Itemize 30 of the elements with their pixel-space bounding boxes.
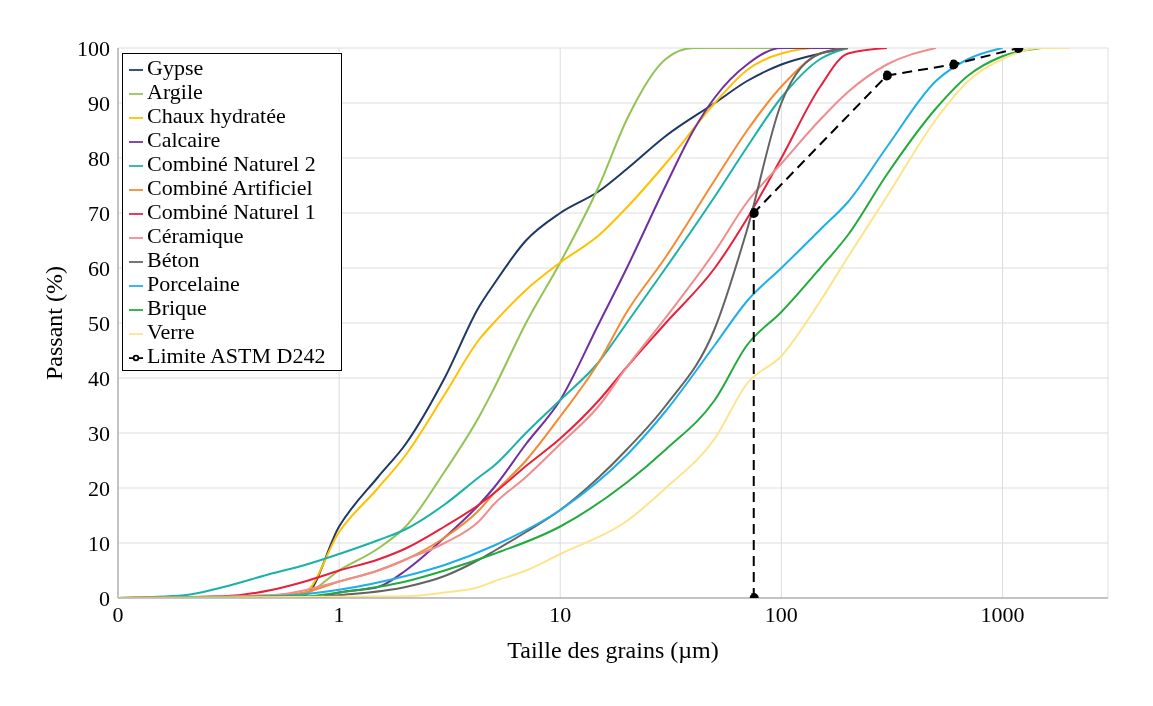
x-tick-label: 1 xyxy=(333,601,345,627)
legend-label: Porcelaine xyxy=(147,271,240,296)
legend-label: Combiné Artificiel xyxy=(147,175,313,200)
y-tick-label: 10 xyxy=(88,530,110,556)
y-tick-label: 50 xyxy=(88,310,110,336)
y-tick-label: 100 xyxy=(77,35,110,61)
x-tick-label: 100 xyxy=(764,601,798,627)
legend-label: Combiné Naturel 1 xyxy=(147,199,316,224)
x-tick-label: 10 xyxy=(549,601,572,627)
y-tick-label: 40 xyxy=(88,365,110,391)
legend-label: Argile xyxy=(147,79,203,104)
x-tick-label: 1000 xyxy=(980,601,1025,627)
legend-label: Céramique xyxy=(147,223,244,248)
x-axis-title: Taille des grains (µm) xyxy=(507,637,719,663)
legend-label: Brique xyxy=(147,295,207,320)
legend-label: Chaux hydratée xyxy=(147,103,286,128)
y-tick-label: 60 xyxy=(88,255,110,281)
legend-label: Béton xyxy=(147,247,200,272)
legend-label: Limite ASTM D242 xyxy=(147,343,326,368)
legend-label: Combiné Naturel 2 xyxy=(147,151,316,176)
legend-label: Calcaire xyxy=(147,127,221,152)
y-tick-label: 70 xyxy=(88,200,110,226)
y-tick-label: 20 xyxy=(88,475,110,501)
y-tick-label: 30 xyxy=(88,420,110,446)
y-tick-label: 80 xyxy=(88,145,110,171)
y-tick-label: 0 xyxy=(99,585,110,611)
legend-label: Gypse xyxy=(147,55,204,80)
y-tick-label: 90 xyxy=(88,90,110,116)
y-axis-title: Passant (%) xyxy=(40,266,67,380)
legend-label: Verre xyxy=(147,319,195,344)
